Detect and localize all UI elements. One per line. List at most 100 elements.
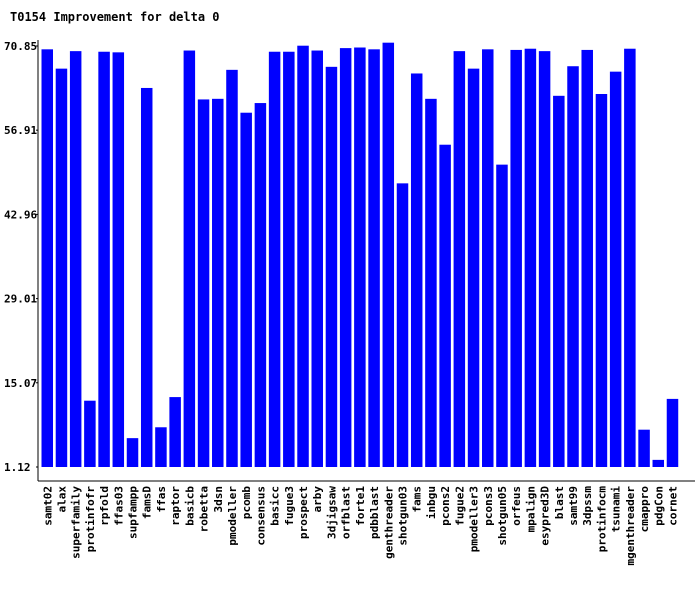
bar [354, 47, 366, 467]
x-tick-label: ffas [155, 486, 168, 513]
bar [226, 69, 238, 467]
bar [311, 50, 323, 468]
x-tick-label: consensus [254, 486, 267, 546]
x-tick-label: 3djigsaw [325, 486, 338, 539]
y-tick-label: 1.12 [4, 461, 31, 474]
bar [55, 68, 68, 467]
x-tick-label: pmodeller3 [468, 486, 481, 552]
x-tick-label: tsunami [610, 486, 623, 533]
bar [112, 52, 125, 468]
x-tick-label: superfamily [70, 486, 83, 559]
bar [183, 50, 196, 468]
x-axis-labels: samt02 alax superfamily protinfofr rpfold ffa… [41, 486, 679, 566]
bar [240, 112, 252, 468]
y-axis-ticks: 70.85 56.91 42.96 29.01 15.07 1.12 [4, 40, 38, 474]
x-tick-label: blast [553, 486, 566, 519]
y-tick-label: 56.91 [4, 124, 37, 137]
bar [339, 48, 352, 467]
bar [624, 48, 636, 467]
x-tick-label: mpalign [524, 486, 537, 532]
x-tick-label: mgenthreader [624, 486, 637, 566]
bar [595, 93, 608, 467]
bar [98, 51, 110, 468]
bar [453, 51, 466, 468]
x-tick-label: orfblast [340, 486, 353, 539]
x-tick-label: fams [411, 486, 424, 513]
x-tick-label: orfeus [510, 486, 523, 526]
bar [268, 51, 281, 468]
x-tick-label: ffas03 [112, 486, 125, 526]
bar [396, 183, 409, 467]
x-tick-label: 3dsn [212, 486, 225, 513]
y-tick-label: 15.07 [4, 377, 37, 390]
bar [155, 427, 167, 467]
x-tick-label: rpfold [98, 486, 111, 526]
x-tick-label: forte1 [354, 486, 367, 526]
x-tick-label: cmappro [638, 486, 651, 533]
bar [467, 68, 480, 467]
x-tick-label: samt02 [41, 486, 54, 526]
x-tick-label: pdbblast [368, 486, 381, 539]
bar [638, 429, 650, 467]
bars-group [41, 42, 679, 468]
bar [69, 51, 82, 468]
bar [553, 95, 565, 467]
bar [283, 51, 295, 468]
bar [197, 99, 210, 467]
bar [538, 51, 551, 468]
bar [652, 459, 665, 467]
x-tick-label: basicb [183, 486, 196, 526]
x-tick-label: pcons3 [482, 486, 495, 526]
bar [567, 66, 579, 468]
y-tick-label: 70.85 [4, 40, 37, 53]
bar [609, 71, 622, 467]
x-tick-label: pcons2 [439, 486, 452, 526]
y-tick-label: 42.96 [4, 208, 37, 221]
bar [524, 48, 537, 467]
bar [368, 49, 380, 467]
bar [510, 49, 522, 467]
bar [126, 438, 139, 467]
bar [410, 73, 423, 468]
bar [425, 98, 437, 467]
x-tick-label: 3dpssm [581, 486, 594, 526]
x-tick-label: fugue2 [453, 486, 466, 526]
x-tick-label: protinfocm [595, 486, 608, 553]
x-tick-label: esypred3D [539, 486, 552, 546]
bar [254, 103, 267, 468]
x-tick-label: genthreader [382, 486, 395, 559]
bar [325, 66, 338, 468]
bar [212, 98, 224, 467]
x-tick-label: raptor [169, 486, 182, 526]
bar [382, 42, 395, 468]
x-tick-label: supfampp [127, 486, 140, 539]
bar [439, 144, 451, 467]
x-tick-label: fugue3 [283, 486, 296, 526]
bar [581, 49, 593, 467]
x-tick-label: prospect [297, 486, 310, 539]
bar [169, 397, 181, 467]
x-tick-label: shotgun05 [496, 486, 509, 546]
bar [666, 398, 679, 467]
x-tick-label: famsD [141, 486, 154, 519]
x-tick-label: arby [311, 486, 324, 513]
bar [84, 400, 96, 467]
chart-title: T0154 Improvement for delta 0 [10, 10, 220, 24]
x-tick-label: pdgCon [652, 486, 665, 526]
x-tick-label: shotgun03 [397, 486, 410, 546]
y-tick-label: 29.01 [4, 293, 37, 306]
x-tick-label: cornet [666, 486, 679, 526]
x-tick-label: protinfofr [84, 486, 97, 553]
x-tick-label: alax [55, 486, 68, 513]
x-tick-label: robetta [198, 486, 211, 532]
x-tick-label: pmodeller [226, 486, 239, 546]
bar [41, 49, 53, 467]
x-tick-label: samt99 [567, 486, 580, 526]
x-tick-label: basicc [269, 486, 282, 526]
bar [297, 45, 309, 467]
bar [482, 49, 494, 467]
x-tick-label: pcomb [240, 486, 253, 519]
x-tick-label: inbgu [425, 486, 438, 519]
bar [496, 164, 508, 468]
